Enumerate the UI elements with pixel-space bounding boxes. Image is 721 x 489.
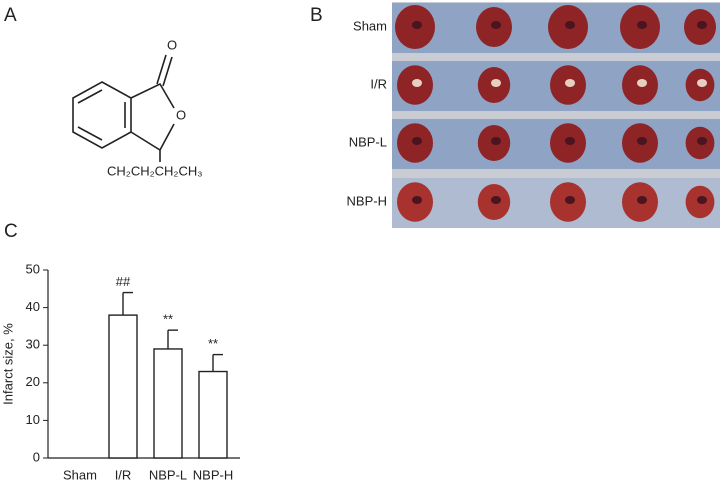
y-tick-label: 40 bbox=[26, 299, 40, 314]
panel-label: A bbox=[4, 5, 17, 26]
heart-center bbox=[637, 21, 647, 29]
heart-center bbox=[565, 137, 575, 145]
heart-center bbox=[565, 196, 575, 204]
significance-label: ** bbox=[208, 336, 218, 351]
atom-label: O bbox=[167, 37, 177, 52]
bar bbox=[198, 370, 228, 459]
significance-label: ** bbox=[163, 312, 173, 327]
heart-center bbox=[565, 79, 575, 87]
heart-center bbox=[697, 137, 707, 145]
y-tick-label: 0 bbox=[33, 449, 40, 464]
row-label: Sham bbox=[353, 18, 387, 33]
bar bbox=[108, 314, 138, 459]
heart-center bbox=[491, 21, 501, 29]
heart-center bbox=[565, 21, 575, 29]
heart-center bbox=[697, 196, 707, 204]
y-tick-label: 10 bbox=[26, 412, 40, 427]
x-tick-label: Sham bbox=[63, 467, 97, 482]
heart-center bbox=[412, 79, 422, 87]
atom-label: O bbox=[176, 107, 186, 122]
heart-center bbox=[491, 137, 501, 145]
row-label: I/R bbox=[370, 76, 387, 91]
y-tick-label: 20 bbox=[26, 374, 40, 389]
structure bbox=[72, 54, 175, 162]
heart-center bbox=[491, 196, 501, 204]
heart-center bbox=[697, 21, 707, 29]
panel-label: C bbox=[4, 221, 18, 242]
row-label: NBP-L bbox=[349, 134, 387, 149]
atom-label: CH₂CH₂CH₂CH₃ bbox=[107, 163, 203, 178]
heart-center bbox=[637, 137, 647, 145]
heart-center bbox=[697, 79, 707, 87]
row-label: NBP-H bbox=[347, 193, 387, 208]
x-tick-label: NBP-H bbox=[193, 467, 233, 482]
y-axis-label: Infarct size, % bbox=[0, 323, 15, 405]
heart-center bbox=[637, 196, 647, 204]
photo-panel bbox=[392, 2, 720, 228]
heart-center bbox=[412, 21, 422, 29]
heart-center bbox=[637, 79, 647, 87]
y-tick-label: 50 bbox=[26, 261, 40, 276]
x-tick-label: I/R bbox=[115, 467, 132, 482]
heart-center bbox=[412, 137, 422, 145]
y-tick-label: 30 bbox=[26, 337, 40, 352]
heart-center bbox=[412, 196, 422, 204]
heart-center bbox=[491, 79, 501, 87]
significance-label: ## bbox=[116, 274, 131, 289]
x-tick-label: NBP-L bbox=[149, 467, 187, 482]
panel-label: B bbox=[310, 5, 323, 26]
bar bbox=[153, 348, 183, 459]
